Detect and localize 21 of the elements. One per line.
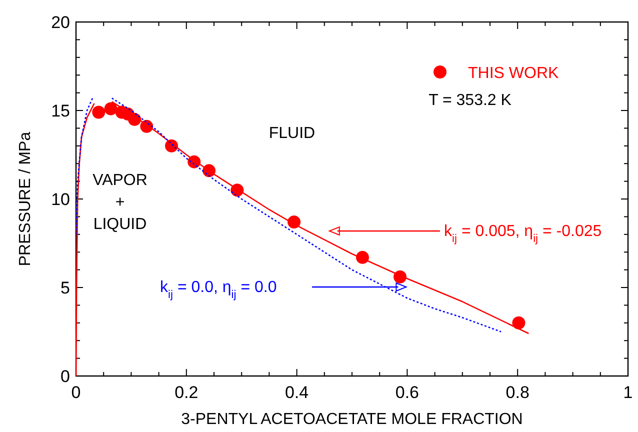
x-axis-title: 3-PENTYL ACETOACETATE MOLE FRACTION <box>181 411 523 428</box>
x-tick-label: 0.2 <box>174 383 198 402</box>
text: k$_{ij}$ = 0.0, η$_{ij}$ = 0.0 <box>160 279 277 301</box>
y-axis-title: PRESSURE / MPa <box>17 132 34 266</box>
x-tick-label: 0.4 <box>284 383 309 402</box>
text: k$_{ij}$ = 0.005, η$_{ij}$ = -0.025 <box>444 223 602 245</box>
annotation: T = 353.2 K <box>428 92 512 109</box>
y-tick-label: 15 <box>51 102 70 120</box>
legend-label: THIS WORK <box>468 65 559 82</box>
annotation: FLUID <box>268 125 316 142</box>
y-tick-label: 0 <box>60 367 70 386</box>
y-tick-label: 20 <box>51 13 70 32</box>
point <box>512 316 526 330</box>
point <box>92 106 106 119</box>
annotation: VAPOR + LIQUID <box>92 172 148 233</box>
y-tick-label: 10 <box>51 190 70 209</box>
point <box>104 102 118 116</box>
x-tick-label: 0.6 <box>395 383 420 402</box>
y-tick-label: 5 <box>60 278 70 298</box>
x-tick-label: 0.8 <box>506 383 530 402</box>
x-tick-label: 1 <box>623 383 633 402</box>
